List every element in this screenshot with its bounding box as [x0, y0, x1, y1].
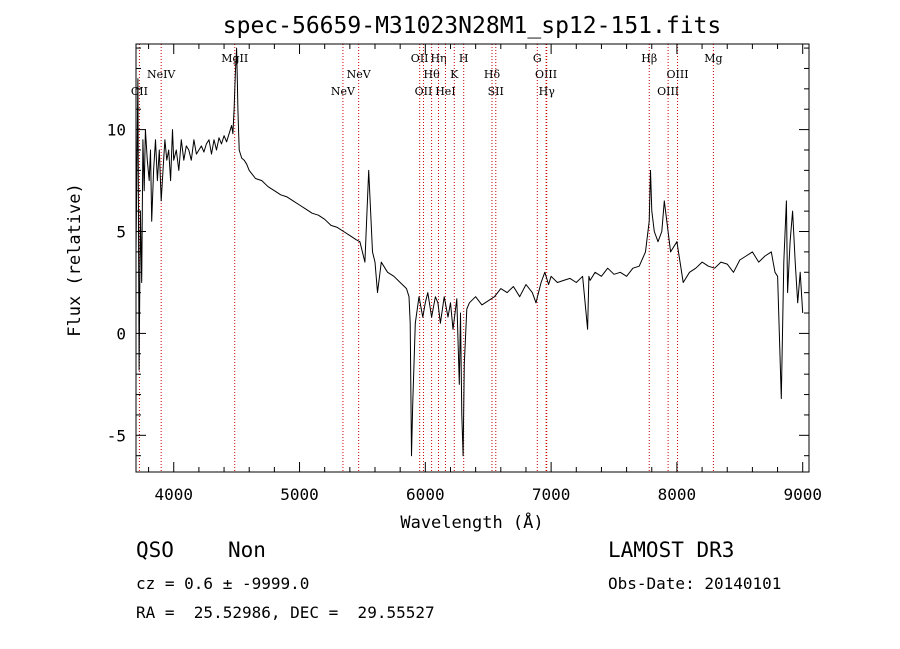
x-tick-label: 6000 — [406, 485, 445, 504]
line-marker-label: NeV — [347, 68, 372, 81]
object-class: QSO — [136, 538, 174, 562]
object-subclass: Non — [228, 538, 266, 562]
line-marker-label: OII — [415, 85, 433, 98]
y-tick-label: 5 — [116, 223, 126, 242]
line-marker-label: K — [450, 68, 459, 81]
line-marker-label: Hγ — [539, 85, 556, 98]
line-marker-label: Mg — [704, 52, 722, 65]
axes: 4000 5000 6000 7000 8000 9000 -5 0 5 10 — [107, 43, 822, 504]
redshift-line: cz = 0.6 ± -9999.0 — [136, 574, 310, 593]
x-tick-label: 7000 — [532, 485, 571, 504]
line-marker-label: HeI — [435, 85, 455, 98]
plot-area — [135, 47, 804, 457]
y-tick-label: -5 — [107, 426, 126, 445]
x-tick-label: 8000 — [658, 485, 697, 504]
line-marker-label: G — [533, 52, 542, 65]
x-tick-label: 9000 — [783, 485, 822, 504]
plot-frame — [135, 43, 810, 473]
line-marker-label: MgII — [221, 52, 248, 65]
obs-date: Obs-Date: 20140101 — [608, 574, 782, 593]
line-marker-label: OII — [411, 52, 429, 65]
line-marker-label: SII — [488, 85, 504, 98]
line-marker-label: NeV — [331, 85, 356, 98]
line-markers: CII NeIV MgII NeV NeV OII OII Hθ Hη HeI KH Hδ SII G OI… — [131, 44, 723, 472]
coordinates: RA = 25.52986, DEC = 29.55527 — [136, 603, 435, 622]
y-axis-label: Flux (relative) — [65, 183, 85, 337]
line-marker-label: OIII — [535, 68, 557, 81]
y-tick-label: 0 — [116, 324, 126, 343]
line-marker-label: Hβ — [641, 52, 657, 65]
spectrum-line — [135, 47, 804, 457]
line-marker-label: NeIV — [147, 68, 176, 81]
line-marker-label: CII — [131, 85, 148, 98]
survey-name: LAMOST DR3 — [608, 538, 735, 562]
x-axis-label: Wavelength (Å) — [400, 511, 543, 533]
y-tick-label: 10 — [107, 121, 126, 140]
x-tick-label: 5000 — [280, 485, 319, 504]
chart-title: spec-56659-M31023N28M1_sp12-151.fits — [223, 13, 722, 39]
line-marker-label: Hη — [430, 52, 446, 65]
line-marker-label: OIII — [657, 85, 679, 98]
line-marker-label: H — [459, 52, 469, 65]
line-marker-label: Hθ — [424, 68, 441, 81]
line-marker-label: Hδ — [484, 68, 501, 81]
x-tick-label: 4000 — [154, 485, 193, 504]
line-marker-label: OIII — [667, 68, 689, 81]
